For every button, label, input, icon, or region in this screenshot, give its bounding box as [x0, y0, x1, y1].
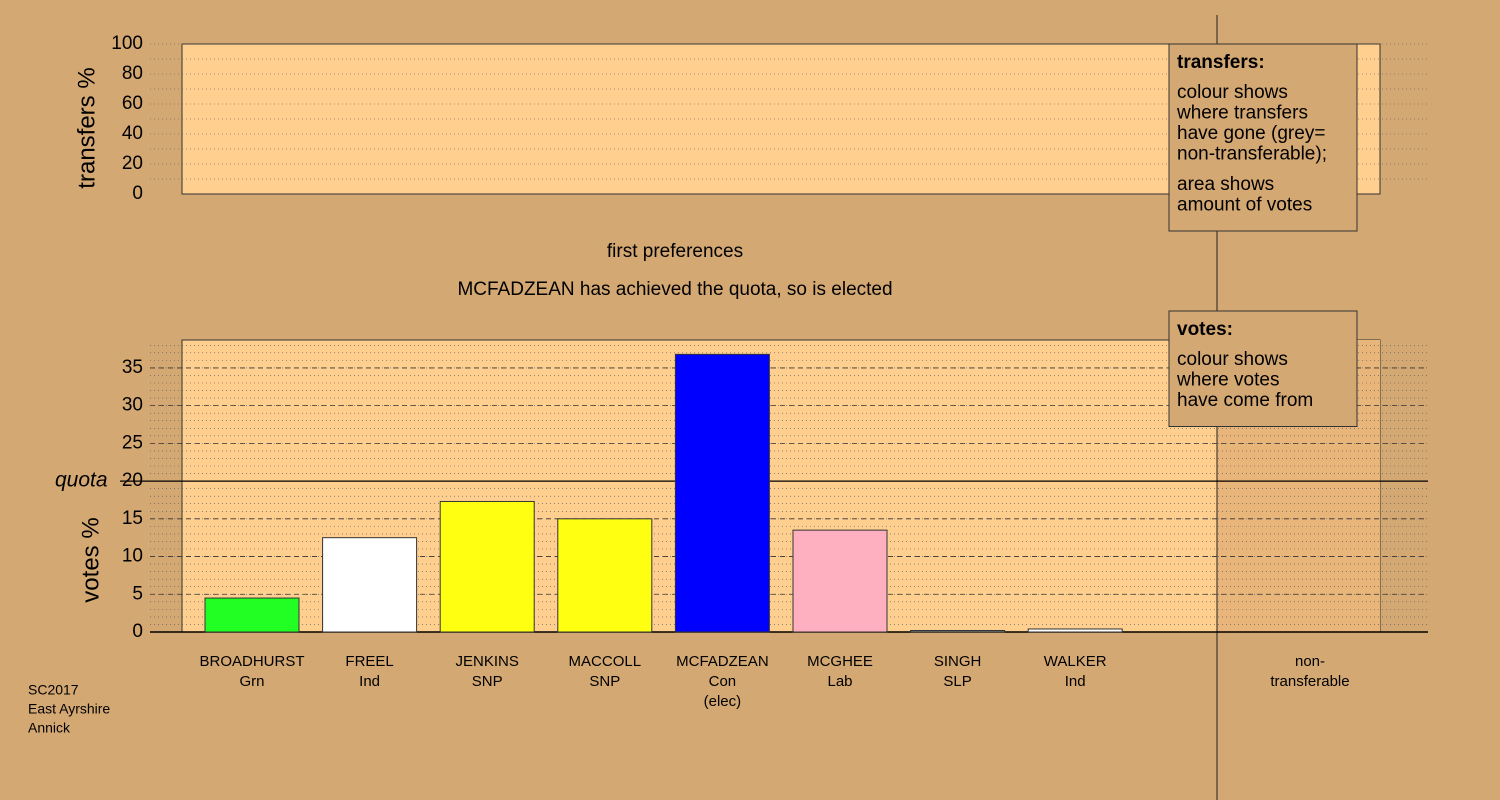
legend-box — [1168, 310, 1358, 427]
bar — [557, 518, 653, 633]
y-tick-label: 25 — [122, 432, 143, 453]
y-tick-label: 0 — [132, 621, 143, 642]
y-axis-label: transfers % — [73, 67, 100, 188]
x-tick-label: transferable — [1270, 673, 1349, 690]
bar — [322, 537, 418, 633]
bar — [792, 529, 888, 633]
legend-text: non-transferable); — [1177, 144, 1327, 165]
x-tick-label: Ind — [359, 673, 380, 690]
footer: East Ayrshire — [28, 701, 110, 717]
y-tick-label: 15 — [122, 508, 143, 529]
y-tick-label: 10 — [122, 546, 143, 567]
x-tick-label: WALKER — [1044, 653, 1107, 670]
chart-subtitle: MCFADZEAN has achieved the quota, so is … — [457, 279, 892, 300]
legend-text: colour shows — [1177, 82, 1288, 103]
legend-text: have come from — [1177, 390, 1313, 411]
x-tick-label: Con — [709, 673, 737, 690]
x-tick-label: SNP — [472, 673, 503, 690]
y-tick-label: 5 — [132, 583, 143, 604]
y-tick-label: 100 — [111, 33, 143, 54]
x-tick-label: Ind — [1065, 673, 1086, 690]
x-tick-label: MACCOLL — [569, 653, 642, 670]
y-tick-label: 20 — [122, 153, 143, 174]
bar — [674, 353, 770, 633]
x-tick-label: MCFADZEAN — [676, 653, 769, 670]
bar — [910, 629, 1006, 633]
y-axis-label: votes % — [77, 517, 104, 602]
footer: SC2017 — [28, 682, 79, 698]
x-tick-label: non- — [1295, 653, 1325, 670]
footer: Annick — [28, 720, 71, 736]
x-tick-label: Lab — [827, 673, 852, 690]
x-tick-label: BROADHURST — [199, 653, 304, 670]
legend-text: colour shows — [1177, 349, 1288, 370]
x-tick-label: FREEL — [345, 653, 393, 670]
y-tick-label: 60 — [122, 93, 143, 114]
legend-box — [1168, 43, 1358, 232]
legend-title: votes: — [1177, 319, 1233, 340]
x-tick-label: MCGHEE — [807, 653, 873, 670]
y-tick-label: 40 — [122, 123, 143, 144]
legend-text: where transfers — [1176, 103, 1308, 124]
bar — [1027, 628, 1123, 633]
bar — [204, 597, 300, 633]
legend-text: where votes — [1176, 370, 1279, 391]
x-tick-label: SNP — [589, 673, 620, 690]
bar — [439, 500, 535, 633]
quota-label: quota — [55, 469, 108, 492]
chart-title: first preferences — [607, 241, 743, 262]
y-tick-label: 80 — [122, 63, 143, 84]
legend-text: area shows — [1177, 174, 1274, 195]
legend-title: transfers: — [1177, 52, 1265, 73]
x-tick-label: Grn — [239, 673, 264, 690]
y-tick-label: 0 — [132, 183, 143, 204]
y-tick-label: 35 — [122, 357, 143, 378]
x-tick-label: SLP — [943, 673, 971, 690]
legend-text: amount of votes — [1177, 195, 1312, 216]
x-tick-label: (elec) — [704, 693, 742, 710]
x-tick-label: JENKINS — [456, 653, 519, 670]
x-tick-label: SINGH — [934, 653, 982, 670]
y-tick-label: 30 — [122, 395, 143, 416]
legend-text: have gone (grey= — [1177, 123, 1325, 144]
